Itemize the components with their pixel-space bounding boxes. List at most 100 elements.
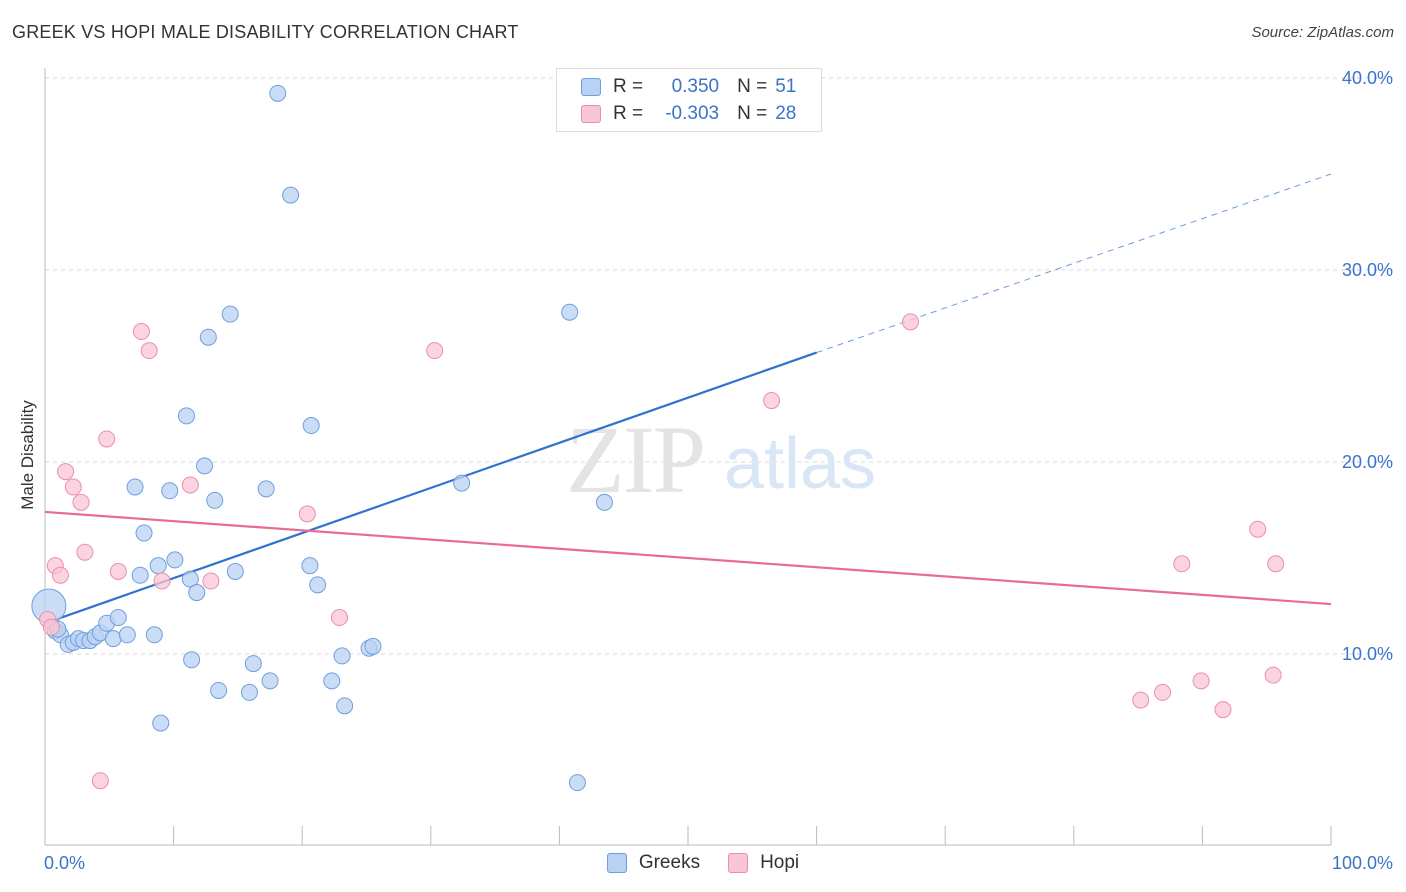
greeks-point [195, 457, 213, 475]
hopi-point [72, 493, 90, 511]
legend-label-greeks: Greeks [638, 852, 701, 873]
watermark-atlas: atlas [724, 424, 876, 504]
greeks-point [257, 480, 275, 498]
hopi-point [901, 313, 919, 331]
r-value: -0.303 [665, 103, 720, 124]
greeks-point [282, 186, 300, 204]
data-points [31, 84, 1285, 792]
hopi-point [64, 478, 82, 496]
r-label: R = [613, 103, 644, 124]
greeks-point [568, 774, 586, 792]
x-tick-label-max: 100.0% [1332, 853, 1393, 873]
hopi-point [98, 430, 116, 448]
greeks-point [302, 417, 320, 435]
n-value: 28 [775, 103, 797, 124]
hopi-point [109, 562, 127, 580]
hopi-point [330, 609, 348, 627]
greeks-swatch [581, 78, 601, 96]
greeks-point [269, 84, 287, 102]
stats-legend: R = 0.350 N = 51 R = -0.303 N = 28 [556, 68, 822, 132]
greeks-point [595, 493, 613, 511]
hopi-point [76, 543, 94, 561]
y-tick-label: 20.0% [1342, 452, 1393, 472]
hopi-point [298, 505, 316, 523]
stats-row-greeks: R = 0.350 N = 51 [581, 74, 796, 100]
tick-labels: 10.0% 20.0% 30.0% 40.0% 0.0% 100.0% [44, 68, 1393, 873]
stats-row-hopi: R = -0.303 N = 28 [581, 101, 796, 127]
y-tick-label: 30.0% [1342, 260, 1393, 280]
greeks-point [199, 328, 217, 346]
greeks-point [149, 557, 167, 575]
greeks-point [364, 637, 382, 655]
hopi-point [1249, 520, 1267, 538]
greeks-point [336, 697, 354, 715]
greeks-point [135, 524, 153, 542]
hopi-point [202, 572, 220, 590]
legend-item-greeks[interactable]: Greeks [606, 852, 701, 874]
greeks-point [221, 305, 239, 323]
watermark: ZIP atlas [566, 406, 876, 513]
hopi-point [181, 476, 199, 494]
greeks-point [323, 672, 341, 690]
greeks-point [333, 647, 351, 665]
series-legend: Greeks Hopi [0, 852, 1406, 874]
greeks-point [109, 609, 127, 627]
source-label: Source: ZipAtlas.com [1251, 24, 1394, 41]
y-tick-label: 40.0% [1342, 68, 1393, 88]
hopi-legend-swatch [728, 853, 749, 873]
n-label: N = [737, 103, 768, 124]
x-tick-label-min: 0.0% [44, 853, 85, 873]
greeks-point [152, 714, 170, 732]
hopi-point [426, 342, 444, 360]
hopi-point [51, 566, 69, 584]
hopi-point [763, 392, 781, 410]
watermark-zip: ZIP [566, 406, 704, 513]
n-label: N = [737, 76, 768, 97]
greeks-point [188, 584, 206, 602]
hopi-trend-line [44, 510, 1332, 606]
greeks-point [244, 655, 262, 673]
greeks-point [453, 474, 471, 492]
greeks-point [261, 672, 279, 690]
hopi-point [1192, 672, 1210, 690]
greeks-point [226, 562, 244, 580]
hopi-point [1264, 666, 1282, 684]
hopi-point [153, 572, 171, 590]
y-tick-label: 10.0% [1342, 644, 1393, 664]
greeks-point [206, 491, 224, 509]
greeks-trend-line [44, 351, 817, 625]
axes [44, 68, 1332, 846]
trend-lines [44, 173, 1332, 625]
hopi-point [42, 618, 60, 636]
hopi-point [57, 463, 75, 481]
greeks-point [131, 566, 149, 584]
greeks-legend-swatch [606, 853, 627, 873]
hopi-point [1214, 701, 1232, 719]
r-value: 0.350 [671, 76, 720, 97]
hopi-point [140, 342, 158, 360]
hopi-point [1267, 555, 1285, 573]
gridlines [45, 77, 1395, 655]
greeks-point [161, 482, 179, 500]
r-label: R = [613, 76, 644, 97]
greeks-point [177, 407, 195, 425]
n-value: 51 [775, 76, 797, 97]
greeks-point [561, 303, 579, 321]
greeks-trend-extension [816, 173, 1332, 354]
greeks-point [104, 630, 122, 648]
greeks-point [126, 478, 144, 496]
greeks-point [210, 681, 228, 699]
hopi-swatch [581, 105, 601, 123]
legend-item-hopi[interactable]: Hopi [728, 852, 799, 874]
greeks-point [183, 651, 201, 669]
greeks-point [118, 626, 136, 644]
greeks-point [166, 551, 184, 569]
chart-title: GREEK VS HOPI MALE DISABILITY CORRELATIO… [12, 22, 519, 42]
hopi-point [1132, 691, 1150, 709]
hopi-point [132, 322, 150, 340]
hopi-point [1173, 555, 1191, 573]
greeks-point [301, 557, 319, 575]
legend-label-hopi: Hopi [760, 852, 800, 873]
hopi-point [91, 772, 109, 790]
